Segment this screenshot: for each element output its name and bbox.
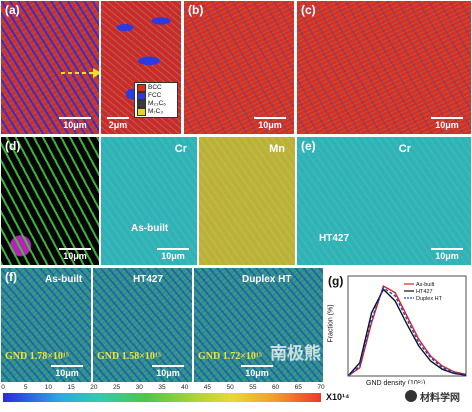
- scale-bar-a: 10μm: [59, 117, 91, 130]
- chart-ylabel: Fraction (%): [327, 304, 335, 343]
- element-label-mn-d: Mn: [269, 143, 285, 155]
- legend-swatch: [137, 100, 146, 108]
- colorbar-ticks: 0 5 10 15 20 25 30 35 40 45 50 55 60 65 70: [1, 384, 325, 393]
- scale-bar-d: 10μm: [59, 248, 91, 261]
- gnd-value-f3: GND 1.72×10¹⁵: [198, 351, 262, 362]
- condition-label-f3: Duplex HT: [242, 274, 292, 285]
- series-line-duplex-ht: [347, 286, 467, 377]
- phase-legend-item: FCC: [137, 92, 175, 100]
- panel-label-f: (f): [5, 270, 17, 284]
- panel-g-chart: As-built HT427 Duplex HT (g) GND density (…: [326, 268, 472, 390]
- legend-swatch: [137, 84, 146, 92]
- zoom-arrow: [61, 68, 99, 78]
- chart-xlabel: GND density (10¹⁵): [366, 380, 426, 387]
- panel-label-e: (e): [301, 139, 316, 153]
- legend-text: HT427: [416, 289, 433, 295]
- scale-bar-cr-d: 10μm: [157, 248, 189, 261]
- element-label-cr-e: Cr: [398, 143, 411, 155]
- panel-d-mn-map: Mn: [198, 136, 296, 266]
- phase-legend-item: M₂₃C₆: [137, 100, 175, 108]
- watermark-text: 南极熊: [270, 344, 321, 364]
- panel-label-g: (g): [328, 274, 344, 288]
- logo-text: 材料学网: [420, 392, 460, 404]
- element-label-cr-d: Cr: [174, 143, 187, 155]
- colorbar-unit: X10¹⁴: [326, 392, 350, 402]
- gnd-value-f1: GND 1.78×10¹⁵: [5, 351, 69, 362]
- legend-text: Duplex HT: [416, 296, 443, 302]
- legend-text: As-built: [416, 282, 435, 288]
- legend-label: M₇C₃: [148, 108, 163, 115]
- scale-bar-c: 10μm: [431, 117, 463, 130]
- colorbar-tick-label: 40: [181, 384, 189, 391]
- legend-swatch: [137, 108, 146, 116]
- scale-bar-e: 10μm: [431, 248, 463, 261]
- condition-label-f1: As-built: [45, 274, 83, 285]
- colorbar-tick-label: 50: [226, 384, 234, 391]
- colorbar-tick-label: 55: [249, 384, 257, 391]
- colorbar-tick-label: 20: [90, 384, 98, 391]
- colorbar-tick-label: 25: [112, 384, 121, 391]
- colorbar-tick-label: 60: [271, 384, 280, 391]
- chart-frame: [347, 275, 467, 377]
- condition-label-e: HT427: [319, 233, 350, 244]
- series-line-as-built: [347, 284, 467, 377]
- panel-a-ebsd-map: (a) 10μm: [0, 0, 100, 135]
- gnd-colorbar: [3, 393, 321, 402]
- phase-legend-item: BCC: [137, 84, 175, 92]
- colorbar-tick-label: 10: [44, 384, 53, 391]
- legend-label: M₂₃C₆: [148, 100, 166, 107]
- colorbar-tick-label: 0: [1, 384, 5, 391]
- phase-legend-item: M₇C₃: [137, 108, 175, 116]
- phase-legend: BCC FCC M₂₃C₆ M₇C₃: [134, 82, 178, 118]
- colorbar-tick-label: 15: [67, 384, 75, 391]
- legend-swatch: [137, 92, 146, 100]
- panel-f-gnd-map-asbuilt: (f) As-built GND 1.78×10¹⁵ 10μm: [0, 267, 92, 383]
- scale-bar-f3: 10μm: [241, 365, 273, 378]
- panel-d-phase-map: (d) 10μm: [0, 136, 100, 266]
- scale-bar-b: 10μm: [254, 117, 286, 130]
- panel-f-gnd-map-duplex: Duplex HT GND 1.72×10¹⁵ 南极熊 10μm: [193, 267, 324, 383]
- legend-label: BCC: [148, 84, 162, 91]
- panel-a-zoom-map: BCC FCC M₂₃C₆ M₇C₃ 2μm: [100, 0, 182, 135]
- gnd-value-f2: GND 1.58×10¹⁵: [97, 351, 161, 362]
- condition-label-f2: HT427: [133, 274, 164, 285]
- panel-label-a: (a): [5, 3, 20, 17]
- condition-label-d: As-built: [131, 223, 169, 234]
- colorbar-tick-label: 30: [135, 384, 143, 391]
- series-line-ht427: [347, 288, 467, 377]
- panel-c-ebsd-map: (c) 10μm: [296, 0, 472, 135]
- panel-f-gnd-map-ht427: HT427 GND 1.58×10¹⁵ 10μm: [92, 267, 193, 383]
- panel-label-c: (c): [301, 3, 316, 17]
- panel-e-cr-map: (e) Cr HT427 10μm: [296, 136, 472, 266]
- logo-icon: [405, 390, 417, 402]
- panel-label-d: (d): [5, 139, 21, 153]
- colorbar-tick-label: 35: [158, 384, 166, 391]
- logo: 材料学网: [405, 384, 471, 408]
- panel-label-b: (b): [188, 3, 204, 17]
- colorbar-tick-label: 5: [23, 384, 28, 391]
- scale-bar-f2: 10μm: [152, 365, 184, 378]
- panel-d-cr-map: Cr As-built 10μm: [100, 136, 198, 266]
- legend-label: FCC: [148, 92, 162, 99]
- colorbar-tick-label: 70: [317, 384, 325, 391]
- scale-bar-f1: 10μm: [51, 365, 83, 378]
- scale-bar-a-zoom: 2μm: [107, 117, 129, 130]
- colorbar-tick-label: 65: [294, 384, 302, 391]
- panel-b-ebsd-map: (b) 10μm: [183, 0, 295, 135]
- colorbar-tick-label: 45: [203, 384, 212, 391]
